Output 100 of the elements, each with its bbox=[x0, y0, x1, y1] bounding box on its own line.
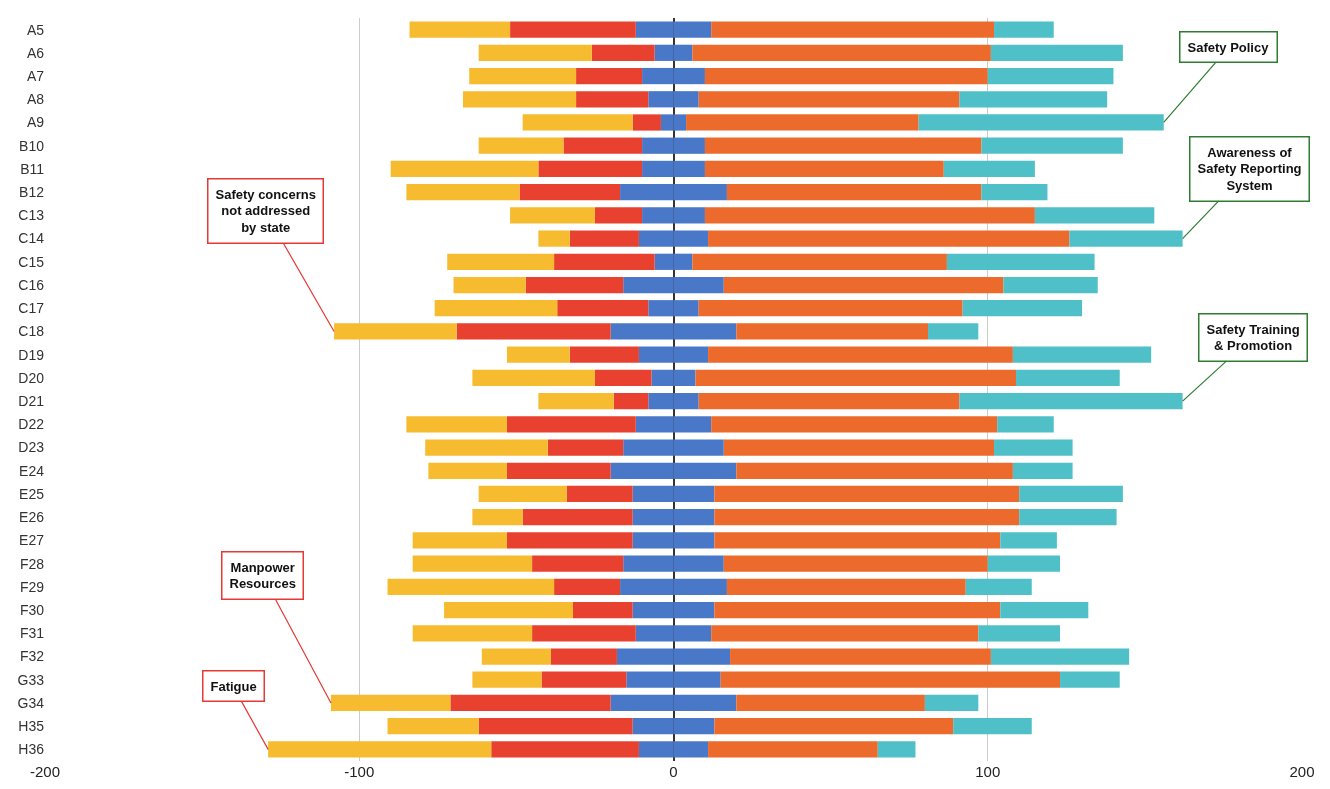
bar bbox=[409, 21, 511, 38]
bar bbox=[711, 625, 979, 642]
bar bbox=[990, 648, 1130, 665]
bar bbox=[978, 625, 1061, 642]
bar bbox=[704, 67, 988, 85]
y-tick-label: E24 bbox=[19, 462, 45, 479]
y-tick-label: D22 bbox=[18, 416, 45, 433]
bar bbox=[334, 323, 457, 340]
y-tick-label: E27 bbox=[19, 532, 45, 549]
bar bbox=[538, 392, 614, 410]
y-tick-label: F32 bbox=[19, 648, 45, 665]
bar bbox=[714, 532, 1001, 549]
bar bbox=[692, 253, 947, 270]
bar bbox=[462, 91, 577, 108]
x-tick-label: -200 bbox=[29, 763, 61, 780]
bar bbox=[447, 253, 555, 270]
bar bbox=[538, 160, 643, 178]
y-tick-label: C17 bbox=[18, 300, 45, 317]
bar bbox=[478, 44, 592, 61]
bar bbox=[506, 532, 633, 549]
annotation: Safety concerns not addressed by state bbox=[215, 186, 316, 236]
y-tick-label: F30 bbox=[19, 601, 45, 618]
bar bbox=[390, 160, 539, 178]
bar bbox=[469, 67, 577, 85]
bar bbox=[965, 578, 1032, 595]
bar bbox=[720, 671, 1061, 688]
bar bbox=[723, 439, 995, 456]
bar bbox=[711, 21, 995, 38]
y-tick-label: A7 bbox=[26, 67, 45, 84]
annotation: Manpower Resources bbox=[229, 559, 296, 592]
bar bbox=[924, 694, 979, 712]
bar bbox=[981, 184, 1048, 201]
bar bbox=[704, 160, 944, 178]
bar bbox=[994, 439, 1073, 456]
bar bbox=[538, 230, 570, 247]
y-tick-label: C13 bbox=[18, 207, 45, 224]
bar bbox=[594, 369, 652, 387]
bar bbox=[698, 392, 960, 410]
bar bbox=[714, 509, 1020, 526]
bar bbox=[1016, 369, 1120, 387]
bar bbox=[997, 416, 1054, 433]
bar bbox=[1019, 509, 1117, 526]
y-tick-label: D23 bbox=[18, 439, 45, 456]
bar bbox=[918, 114, 1164, 131]
bar bbox=[1060, 671, 1120, 688]
bar bbox=[412, 625, 533, 642]
y-tick-label: A6 bbox=[26, 44, 45, 61]
x-tick-label: -100 bbox=[344, 763, 375, 780]
bar bbox=[554, 253, 655, 270]
bar bbox=[726, 578, 966, 595]
bar bbox=[959, 392, 1183, 410]
bar bbox=[425, 439, 548, 456]
bar bbox=[987, 67, 1114, 85]
y-tick-label: G33 bbox=[17, 671, 45, 688]
bar bbox=[506, 346, 570, 363]
bar bbox=[510, 21, 636, 38]
bar bbox=[1000, 532, 1057, 549]
bar bbox=[510, 207, 595, 224]
y-tick-label: G34 bbox=[17, 694, 45, 711]
bar bbox=[981, 137, 1123, 154]
y-tick-label: C14 bbox=[18, 230, 45, 247]
y-tick-label: C18 bbox=[18, 323, 45, 340]
bar bbox=[268, 741, 492, 758]
bar bbox=[704, 137, 982, 154]
y-tick-label: A5 bbox=[26, 21, 45, 38]
bar bbox=[387, 718, 479, 735]
bar bbox=[962, 300, 1083, 317]
bar bbox=[330, 694, 451, 712]
bar bbox=[506, 462, 611, 479]
bar bbox=[946, 253, 1095, 270]
bar bbox=[406, 184, 520, 201]
bar bbox=[444, 601, 573, 619]
bar bbox=[723, 555, 988, 572]
bar bbox=[695, 369, 1017, 387]
y-tick-label: B12 bbox=[19, 184, 45, 201]
bar bbox=[456, 323, 611, 340]
bar bbox=[726, 184, 982, 201]
bar bbox=[522, 509, 633, 526]
bar bbox=[990, 44, 1123, 61]
bar bbox=[714, 601, 1001, 619]
bar bbox=[519, 184, 621, 201]
bar bbox=[704, 207, 1035, 224]
x-tick-label: 0 bbox=[669, 763, 678, 780]
bar bbox=[714, 485, 1020, 503]
bar bbox=[877, 741, 916, 758]
bar bbox=[472, 671, 542, 688]
bar bbox=[550, 648, 617, 665]
bar bbox=[554, 578, 621, 595]
bar bbox=[478, 718, 633, 735]
bar bbox=[708, 741, 878, 758]
bar bbox=[698, 300, 963, 317]
y-tick-label: H36 bbox=[18, 741, 45, 758]
bar bbox=[711, 416, 998, 433]
bar bbox=[736, 462, 1013, 479]
bar bbox=[478, 137, 564, 154]
bar bbox=[1012, 462, 1073, 479]
bar bbox=[506, 416, 636, 433]
bar bbox=[730, 648, 991, 665]
bar bbox=[1000, 601, 1089, 619]
bar bbox=[563, 137, 643, 154]
